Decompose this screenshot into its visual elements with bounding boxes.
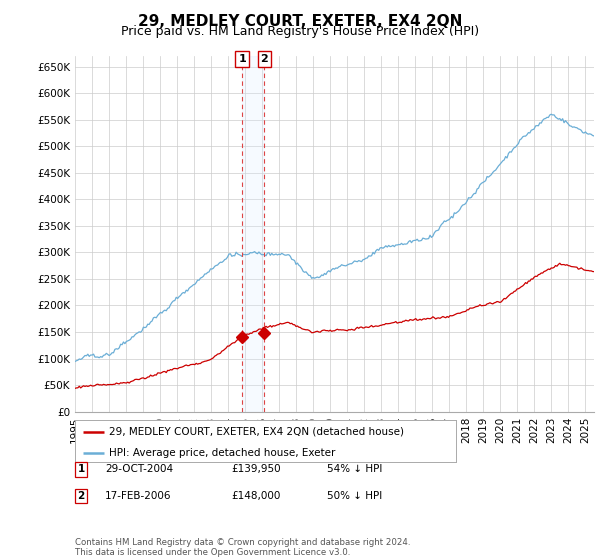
Text: 29, MEDLEY COURT, EXETER, EX4 2QN: 29, MEDLEY COURT, EXETER, EX4 2QN: [138, 14, 462, 29]
Text: 29, MEDLEY COURT, EXETER, EX4 2QN (detached house): 29, MEDLEY COURT, EXETER, EX4 2QN (detac…: [109, 427, 404, 437]
Text: 1: 1: [238, 54, 246, 64]
Text: 2: 2: [260, 54, 268, 64]
Bar: [242, 56, 264, 412]
Text: HPI: Average price, detached house, Exeter: HPI: Average price, detached house, Exet…: [109, 448, 335, 458]
Text: £148,000: £148,000: [231, 491, 280, 501]
Text: Price paid vs. HM Land Registry's House Price Index (HPI): Price paid vs. HM Land Registry's House …: [121, 25, 479, 38]
Text: 50% ↓ HPI: 50% ↓ HPI: [327, 491, 382, 501]
Text: 17-FEB-2006: 17-FEB-2006: [105, 491, 172, 501]
Text: 29-OCT-2004: 29-OCT-2004: [105, 464, 173, 474]
Text: Contains HM Land Registry data © Crown copyright and database right 2024.
This d: Contains HM Land Registry data © Crown c…: [75, 538, 410, 557]
Text: 54% ↓ HPI: 54% ↓ HPI: [327, 464, 382, 474]
Text: 1: 1: [77, 464, 85, 474]
Text: 2: 2: [77, 491, 85, 501]
Text: £139,950: £139,950: [231, 464, 281, 474]
